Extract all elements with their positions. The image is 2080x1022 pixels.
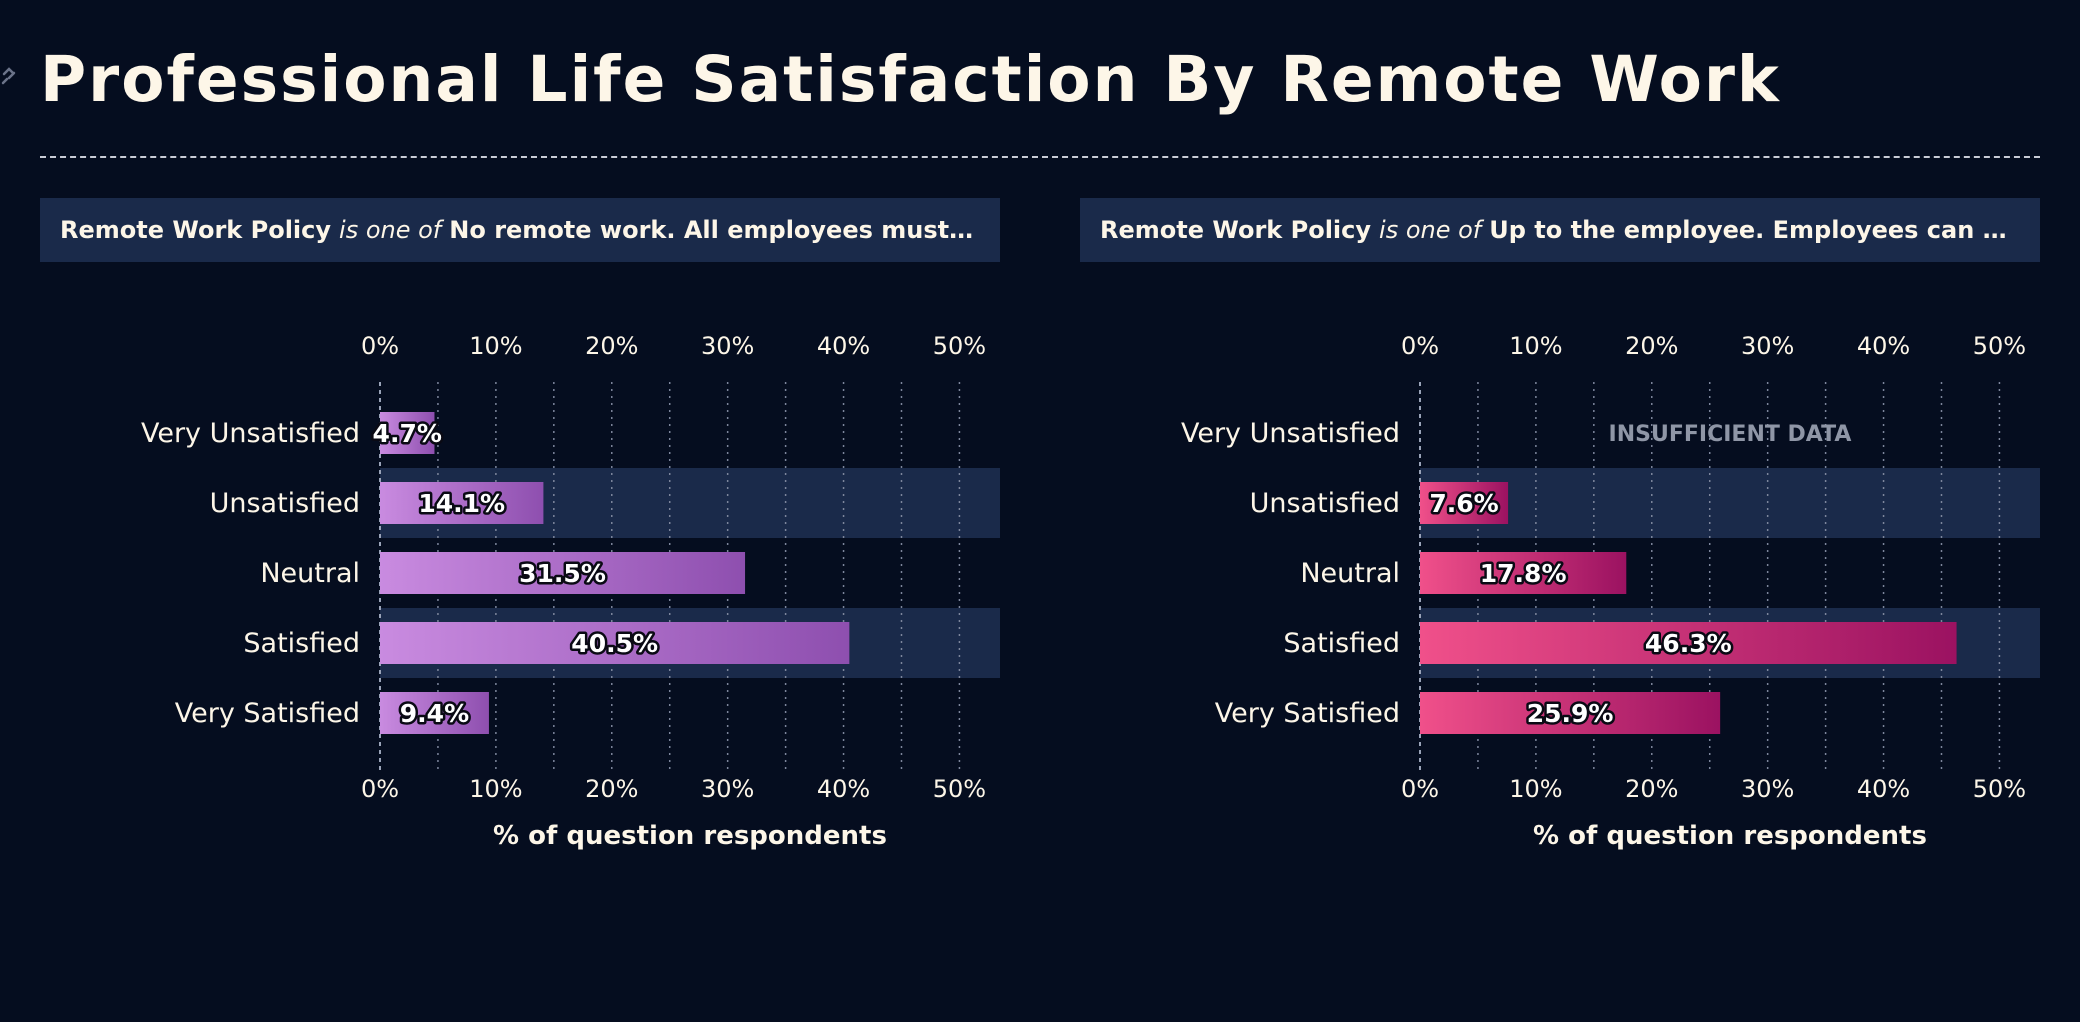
- bar-value-label: 25.9%: [1527, 699, 1614, 728]
- filter-operator: is one of: [339, 216, 442, 244]
- bar-value-label: 14.1%: [418, 489, 505, 518]
- x-tick-label-bottom: 10%: [469, 775, 522, 803]
- category-label: Satisfied: [1283, 628, 1400, 659]
- category-label: Very Satisfied: [1215, 698, 1400, 729]
- category-label: Very Satisfied: [175, 698, 360, 729]
- bar[interactable]: [1420, 482, 1509, 524]
- chart-up-to-employee: 0% 0% 10% 10% 20% 20% 30% 30% 40% 40% 50% 50% Very U…: [1181, 332, 2040, 851]
- link-icon[interactable]: [0, 60, 20, 90]
- x-axis-title: % of question respondents: [1533, 821, 1927, 851]
- category-label: Very Unsatisfied: [141, 418, 360, 449]
- x-tick-label-bottom: 20%: [1625, 775, 1678, 803]
- bar-value-label: 31.5%: [519, 559, 606, 588]
- x-tick-label-top: 0%: [1401, 332, 1439, 360]
- chart-no-remote-work: 0% 0% 10% 10% 20% 20% 30% 30% 40% 40% 50% 50% Very U…: [141, 332, 1000, 851]
- x-tick-label-bottom: 0%: [1401, 775, 1439, 803]
- x-tick-label-bottom: 30%: [1741, 775, 1794, 803]
- filter-pill-no-remote[interactable]: Remote Work Policy is one of No remote w…: [40, 198, 1000, 262]
- bar-value-label: 4.7%: [373, 419, 442, 448]
- x-tick-label-top: 10%: [1509, 332, 1562, 360]
- category-label: Unsatisfied: [1250, 488, 1400, 519]
- x-tick-label-top: 30%: [701, 332, 754, 360]
- bar[interactable]: [380, 692, 489, 734]
- filter-field: Remote Work Policy: [60, 216, 332, 244]
- category-label: Neutral: [1300, 558, 1400, 589]
- page-title: Professional Life Satisfaction By Remote…: [40, 43, 1781, 116]
- bar-value-label: 7.6%: [1429, 489, 1498, 518]
- bar-value-label: 46.3%: [1645, 629, 1732, 658]
- bar[interactable]: [1420, 692, 1721, 734]
- x-tick-label-bottom: 50%: [1973, 775, 2026, 803]
- x-tick-label-bottom: 10%: [1509, 775, 1562, 803]
- bar[interactable]: [380, 622, 850, 664]
- x-tick-label-top: 40%: [817, 332, 870, 360]
- x-tick-label-top: 20%: [585, 332, 638, 360]
- filter-pill-up-to-employee[interactable]: Remote Work Policy is one of Up to the e…: [1080, 198, 2040, 262]
- x-tick-label-bottom: 50%: [933, 775, 986, 803]
- bar-value-label: 40.5%: [571, 629, 658, 658]
- filter-operator: is one of: [1379, 216, 1482, 244]
- x-tick-label-top: 40%: [1857, 332, 1910, 360]
- insufficient-data-label: INSUFFICIENT DATA: [1609, 422, 1852, 447]
- category-label: Satisfied: [243, 628, 360, 659]
- x-tick-label-bottom: 20%: [585, 775, 638, 803]
- x-tick-label-bottom: 0%: [361, 775, 399, 803]
- bar[interactable]: [380, 482, 544, 524]
- title-divider: [40, 156, 2040, 158]
- x-tick-label-top: 0%: [361, 332, 399, 360]
- row-band: [1420, 468, 2040, 538]
- category-label: Neutral: [260, 558, 360, 589]
- x-axis-title: % of question respondents: [493, 821, 887, 851]
- filter-field: Remote Work Policy: [1100, 216, 1372, 244]
- bar[interactable]: [380, 412, 435, 454]
- filter-value: No remote work. All employees must at...: [449, 216, 980, 244]
- x-tick-label-bottom: 30%: [701, 775, 754, 803]
- x-tick-label-top: 20%: [1625, 332, 1678, 360]
- bar-value-label: 17.8%: [1480, 559, 1567, 588]
- bar-value-label: 9.4%: [400, 699, 469, 728]
- category-label: Very Unsatisfied: [1181, 418, 1400, 449]
- x-tick-label-top: 30%: [1741, 332, 1794, 360]
- category-label: Unsatisfied: [210, 488, 360, 519]
- filter-value: Up to the employee. Employees can cho...: [1489, 216, 2020, 244]
- x-tick-label-top: 10%: [469, 332, 522, 360]
- x-tick-label-bottom: 40%: [1857, 775, 1910, 803]
- bar[interactable]: [1420, 552, 1627, 594]
- x-tick-label-bottom: 40%: [817, 775, 870, 803]
- x-tick-label-top: 50%: [1973, 332, 2026, 360]
- bar[interactable]: [1420, 622, 1957, 664]
- bar[interactable]: [380, 552, 746, 594]
- x-tick-label-top: 50%: [933, 332, 986, 360]
